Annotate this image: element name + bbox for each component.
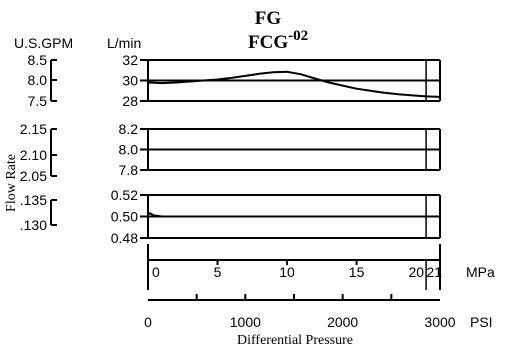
gpm-tick-label: 2.10 <box>20 147 47 163</box>
lmin-tick-label: 8.2 <box>119 121 139 137</box>
y-axis-title: Flow Rate <box>4 154 19 212</box>
flow-curve <box>147 70 441 98</box>
gpm-tick-label: 8.0 <box>28 72 48 88</box>
lmin-tick-label: 28 <box>122 93 138 109</box>
x-axis-title: Differential Pressure <box>237 333 353 348</box>
lmin-tick-label: 0.48 <box>111 230 138 246</box>
chart-title-line1: FG <box>255 8 282 29</box>
flow-curve <box>147 212 440 218</box>
gpm-tick-label: 7.5 <box>28 93 48 109</box>
gpm-tick-label: 2.05 <box>20 168 47 184</box>
gpm-unit-label: U.S.GPM <box>14 35 73 51</box>
lmin-tick-label: 0.52 <box>111 187 138 203</box>
lmin-tick-label: 30 <box>122 73 138 89</box>
lmin-tick-label: 0.50 <box>111 209 138 225</box>
psi-tick-label: 0 <box>144 314 152 330</box>
mpa-tick-label: 10 <box>279 264 295 280</box>
panel-2: 2.15 2.10 2.05 8.2 8.0 7.8 <box>20 121 441 184</box>
gpm-tick-label: .135 <box>20 192 47 208</box>
mpa-tick-label: 15 <box>349 264 365 280</box>
psi-unit-label: PSI <box>470 314 493 330</box>
gpm-tick-label: .130 <box>20 217 47 233</box>
mpa-tick-label: 20 <box>409 264 425 280</box>
psi-tick-label: 3000 <box>424 314 455 330</box>
lmin-tick-label: 7.8 <box>119 162 139 178</box>
chart-title-model: FCG <box>248 32 288 53</box>
gpm-tick-label: 8.5 <box>28 52 48 68</box>
chart-title-size: -02 <box>288 28 308 44</box>
mpa-tick-label: 21 <box>426 264 442 280</box>
panel-1: 8.5 8.0 7.5 32 30 28 <box>28 52 441 109</box>
mpa-tick-label: 0 <box>152 264 160 280</box>
lmin-tick-label: 8.0 <box>119 142 139 158</box>
mpa-unit-label: MPa <box>466 264 495 280</box>
chart-title-line2: FCG-02 <box>248 28 308 53</box>
mpa-tick-label: 5 <box>214 264 222 280</box>
gpm-tick-label: 2.15 <box>20 121 47 137</box>
panel-3: .135 .130 0.52 0.50 0.48 <box>20 187 441 246</box>
lmin-tick-label: 32 <box>122 52 138 68</box>
lmin-unit-label: L/min <box>107 35 141 51</box>
psi-tick-label: 1000 <box>230 314 261 330</box>
psi-tick-label: 2000 <box>327 314 358 330</box>
